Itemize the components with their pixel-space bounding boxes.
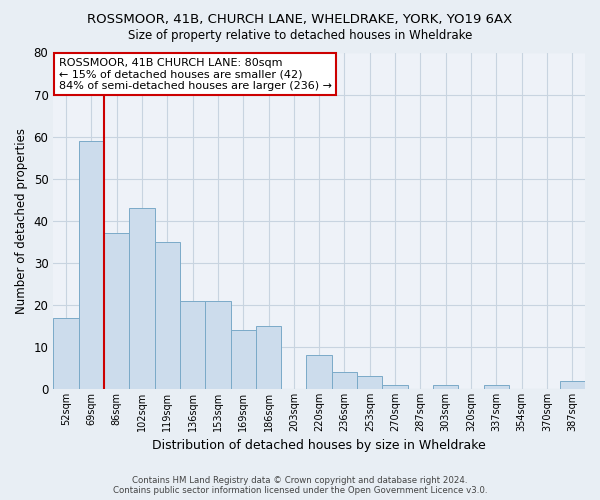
Bar [332, 372, 357, 389]
Bar [307, 356, 332, 389]
Bar [104, 234, 129, 389]
Text: ROSSMOOR, 41B CHURCH LANE: 80sqm
← 15% of detached houses are smaller (42)
84% o: ROSSMOOR, 41B CHURCH LANE: 80sqm ← 15% o… [59, 58, 332, 90]
Bar [129, 208, 155, 389]
Text: Contains HM Land Registry data © Crown copyright and database right 2024.
Contai: Contains HM Land Registry data © Crown c… [113, 476, 487, 495]
Bar [357, 376, 382, 389]
Bar [53, 318, 79, 389]
Text: ROSSMOOR, 41B, CHURCH LANE, WHELDRAKE, YORK, YO19 6AX: ROSSMOOR, 41B, CHURCH LANE, WHELDRAKE, Y… [88, 12, 512, 26]
Bar [230, 330, 256, 389]
Text: Size of property relative to detached houses in Wheldrake: Size of property relative to detached ho… [128, 29, 472, 42]
Bar [382, 385, 408, 389]
Y-axis label: Number of detached properties: Number of detached properties [15, 128, 28, 314]
Bar [484, 385, 509, 389]
Bar [256, 326, 281, 389]
Bar [79, 141, 104, 389]
X-axis label: Distribution of detached houses by size in Wheldrake: Distribution of detached houses by size … [152, 440, 486, 452]
Bar [180, 300, 205, 389]
Bar [433, 385, 458, 389]
Bar [560, 380, 585, 389]
Bar [205, 300, 230, 389]
Bar [155, 242, 180, 389]
